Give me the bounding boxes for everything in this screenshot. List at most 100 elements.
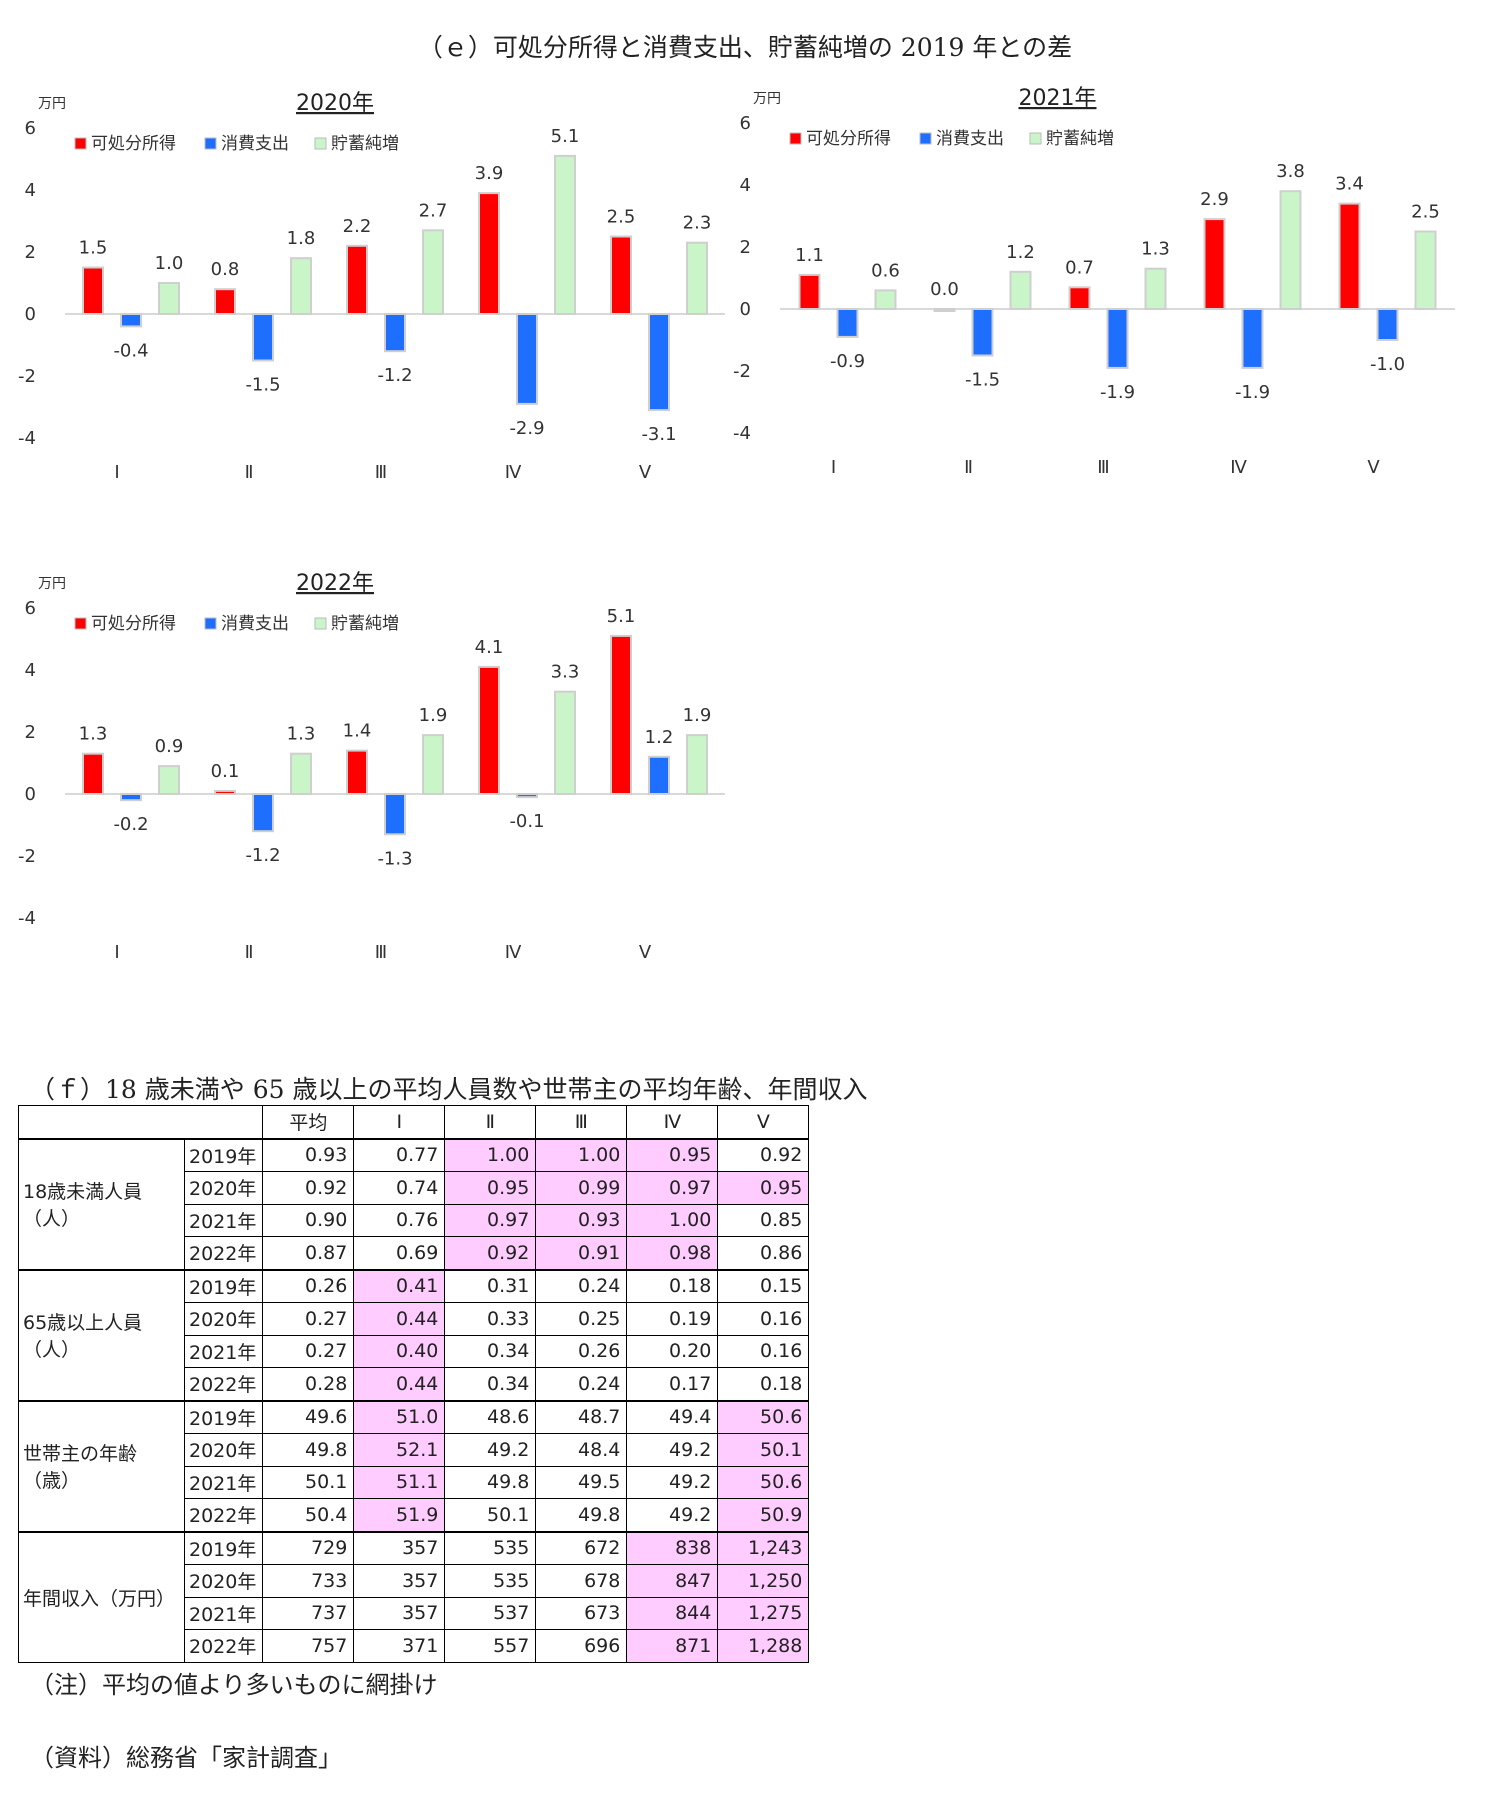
table-row: 2022年 0.28 0.44 0.34 0.24 0.17 0.18 bbox=[19, 1367, 810, 1401]
table-year-cell: 2022年 bbox=[183, 1367, 264, 1401]
table-row: 年間収入（万円） 2019年 729 357 535 672 838 1,243 bbox=[18, 1530, 810, 1663]
table-year-cell: 2021年 bbox=[183, 1465, 264, 1499]
data-label: 1.3 bbox=[1141, 239, 1170, 260]
table-year-cell: 2021年 bbox=[183, 1596, 264, 1630]
table-year-cell: 2019年 bbox=[183, 1268, 264, 1303]
bar bbox=[120, 313, 142, 328]
data-label: 3.9 bbox=[475, 163, 504, 184]
table-cell: 48.7 bbox=[535, 1399, 628, 1434]
x-tick-label: Ⅰ bbox=[114, 942, 119, 963]
table-year-cell: 2022年 bbox=[183, 1629, 264, 1663]
legend-swatch bbox=[314, 137, 327, 150]
bar bbox=[554, 690, 576, 795]
data-label: 0.8 bbox=[211, 259, 240, 280]
legend-swatch bbox=[314, 617, 327, 630]
x-tick-label: Ⅰ bbox=[114, 462, 119, 483]
table-cell: 50.6 bbox=[717, 1465, 810, 1499]
table-cell: 757 bbox=[262, 1629, 355, 1663]
data-label: 0.6 bbox=[871, 260, 900, 281]
bar bbox=[516, 793, 538, 799]
x-tick-label: Ⅱ bbox=[964, 457, 973, 478]
table-cell: 357 bbox=[353, 1596, 446, 1630]
table-cell: 48.4 bbox=[535, 1433, 628, 1467]
table-year-cell: 2019年 bbox=[183, 1137, 264, 1172]
table-cell: 537 bbox=[444, 1596, 537, 1630]
table-cell: 0.87 bbox=[262, 1236, 355, 1270]
legend-label: 消費支出 bbox=[221, 614, 289, 634]
bar bbox=[874, 289, 897, 310]
table-cell: 0.85 bbox=[717, 1203, 810, 1237]
table-cell: 535 bbox=[444, 1530, 537, 1565]
table-cell: 0.77 bbox=[353, 1137, 446, 1172]
table-cell: 0.99 bbox=[535, 1171, 628, 1205]
bar bbox=[1241, 308, 1264, 369]
legend-swatch bbox=[204, 137, 217, 150]
bar bbox=[686, 241, 708, 315]
table-cell: 0.97 bbox=[444, 1203, 537, 1237]
x-tick-label: Ⅱ bbox=[245, 942, 254, 963]
table-cell: 0.24 bbox=[535, 1367, 628, 1401]
section-f-title: （ｆ）18 歳未満や 65 歳以上の平均人員数や世帯主の平均年齢、年間収入 bbox=[30, 1075, 868, 1104]
chart-title: 2021年 bbox=[1019, 86, 1097, 111]
bar bbox=[478, 192, 500, 315]
table-cell: 0.76 bbox=[353, 1203, 446, 1237]
table-cell: 0.28 bbox=[262, 1367, 355, 1401]
table-cell: 0.97 bbox=[626, 1171, 719, 1205]
x-tick-label: Ⅱ bbox=[245, 462, 254, 483]
table-cell: 49.2 bbox=[626, 1498, 719, 1532]
bar bbox=[554, 154, 576, 316]
table-cell: 0.95 bbox=[444, 1171, 537, 1205]
x-tick-label: Ⅴ bbox=[1367, 457, 1380, 478]
table-year-cell: 2019年 bbox=[183, 1399, 264, 1434]
table-cell: 1.00 bbox=[626, 1203, 719, 1237]
legend-swatch bbox=[74, 617, 87, 630]
table-cell: 733 bbox=[262, 1564, 355, 1598]
table-header-q1: Ⅰ bbox=[353, 1105, 446, 1139]
bar bbox=[1144, 267, 1167, 310]
unit-label: 万円 bbox=[753, 91, 781, 107]
table-row: 2020年 49.8 52.1 49.2 48.4 49.2 50.1 bbox=[19, 1433, 810, 1467]
table-year-cell: 2020年 bbox=[183, 1171, 264, 1205]
bar bbox=[158, 765, 180, 796]
table-cell: 0.16 bbox=[717, 1302, 810, 1336]
table-cell: 49.2 bbox=[626, 1433, 719, 1467]
data-label: 0.7 bbox=[1065, 257, 1094, 278]
y-tick-label: -4 bbox=[18, 428, 36, 449]
table-cell: 50.4 bbox=[262, 1498, 355, 1532]
table-cell: 0.27 bbox=[262, 1302, 355, 1336]
legend-label: 貯蓄純増 bbox=[1046, 129, 1114, 149]
legend-swatch bbox=[204, 617, 217, 630]
y-tick-label: 0 bbox=[25, 304, 36, 325]
table-cell: 49.5 bbox=[535, 1465, 628, 1499]
table-header-average: 平均 bbox=[262, 1105, 355, 1139]
note-text: （注）平均の値より多いものに網掛け bbox=[30, 1671, 438, 1699]
table-cell: 0.19 bbox=[626, 1302, 719, 1336]
data-label: -1.2 bbox=[245, 845, 280, 866]
data-label: -1.9 bbox=[1100, 382, 1135, 403]
bar bbox=[290, 257, 312, 315]
table-year-cell: 2021年 bbox=[183, 1334, 264, 1368]
table-cell: 0.41 bbox=[353, 1268, 446, 1303]
chart-title: 2020年 bbox=[296, 91, 374, 116]
table-cell: 0.20 bbox=[626, 1334, 719, 1368]
chart-svg: 万円 2020年 6 4 2 0 -2 -4 可処分所得 消費支出 貯蓄純増 1.5 -0.4 1.0 Ⅰ 0… bbox=[18, 91, 725, 483]
bar bbox=[610, 634, 632, 796]
bar bbox=[1009, 270, 1032, 311]
bar bbox=[82, 266, 104, 315]
table-cell: 0.91 bbox=[535, 1236, 628, 1270]
table-cell: 1.00 bbox=[444, 1137, 537, 1172]
table-cell: 1.00 bbox=[535, 1137, 628, 1172]
legend-label: 可処分所得 bbox=[91, 614, 176, 634]
x-tick-label: Ⅲ bbox=[375, 942, 387, 963]
table-year-cell: 2020年 bbox=[183, 1433, 264, 1467]
data-label: -1.0 bbox=[1370, 354, 1405, 375]
data-label: 1.9 bbox=[419, 705, 448, 726]
table-cell: 0.40 bbox=[353, 1334, 446, 1368]
table-cell: 0.33 bbox=[444, 1302, 537, 1336]
table-year-cell: 2021年 bbox=[183, 1203, 264, 1237]
stats-table: 平均 Ⅰ Ⅱ Ⅲ Ⅳ Ⅴ 18歳未満人員（人） 2019年 0.93 0.77 1.00… bbox=[17, 1105, 810, 1663]
table-cell: 49.2 bbox=[626, 1465, 719, 1499]
table-row: 2020年 733 357 535 678 847 1,250 bbox=[19, 1564, 810, 1598]
x-tick-label: Ⅴ bbox=[639, 942, 652, 963]
bar bbox=[478, 665, 500, 795]
